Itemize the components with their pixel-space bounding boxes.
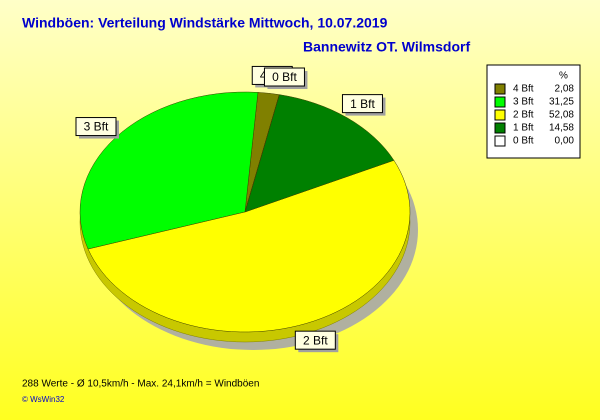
slice-label-text: 2 Bft bbox=[303, 333, 328, 347]
footnote: 288 Werte - Ø 10,5km/h - Max. 24,1km/h =… bbox=[22, 379, 259, 390]
slice-label-text: 1 Bft bbox=[350, 97, 375, 111]
legend-label: 4 Bft bbox=[513, 84, 534, 95]
legend-swatch bbox=[494, 109, 506, 121]
slice-label-box bbox=[294, 330, 336, 350]
legend-label: 1 Bft bbox=[513, 123, 534, 134]
slice-label: 0 Bft bbox=[263, 67, 308, 90]
pie-slice bbox=[244, 94, 395, 213]
pie-slice bbox=[87, 160, 411, 333]
legend: % 4 Bft 2,08 3 Bft 31,25 2 Bft 52,08 1 Bft 14,58… bbox=[486, 64, 581, 159]
slice-label-box bbox=[263, 67, 305, 87]
legend-value: 52,08 bbox=[549, 110, 574, 121]
legend-label: 2 Bft bbox=[513, 110, 534, 121]
legend-value: 31,25 bbox=[549, 97, 574, 108]
chart-title: Windböen: Verteilung Windstärke Mittwoch… bbox=[22, 15, 388, 31]
slice-label: 2 Bft bbox=[294, 330, 339, 353]
legend-label: 0 Bft bbox=[513, 136, 534, 147]
legend-value: 0,00 bbox=[555, 136, 575, 147]
chart-subtitle: Bannewitz OT. Wilmsdorf bbox=[303, 39, 470, 55]
slice-label-box bbox=[341, 94, 383, 114]
legend-swatch bbox=[494, 96, 506, 108]
legend-label: 3 Bft bbox=[513, 97, 534, 108]
slice-label: 1 Bft bbox=[341, 94, 386, 116]
legend-swatch bbox=[494, 122, 506, 134]
slice-label-box bbox=[75, 117, 117, 137]
slice-label: 3 Bft bbox=[75, 117, 119, 139]
slice-label-text: 0 Bft bbox=[272, 70, 297, 84]
slice-label-text: 3 Bft bbox=[84, 120, 109, 134]
pie-slice bbox=[244, 94, 280, 213]
copyright: © WsWin32 bbox=[22, 395, 65, 404]
legend-swatch bbox=[494, 135, 506, 147]
legend-header: % bbox=[559, 71, 568, 82]
legend-value: 2,08 bbox=[555, 84, 575, 95]
legend-value: 14,58 bbox=[549, 123, 574, 134]
legend-swatch bbox=[494, 83, 506, 95]
